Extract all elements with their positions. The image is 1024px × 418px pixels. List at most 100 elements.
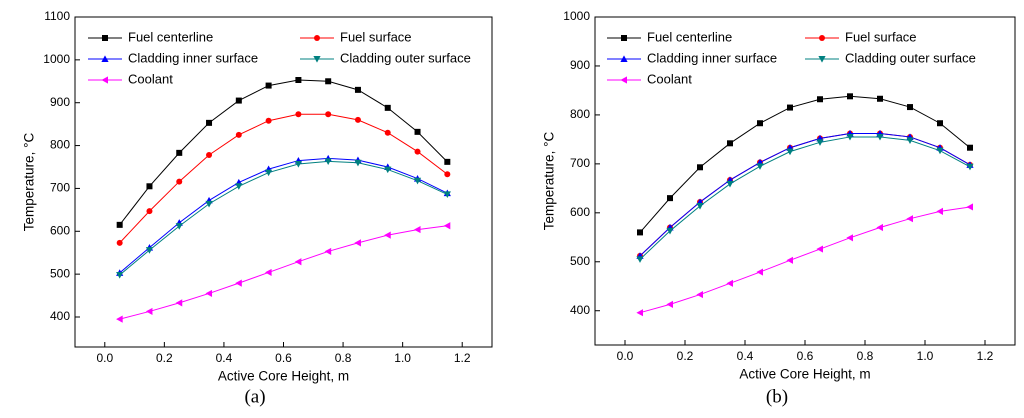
x-tick-label: 0.0 — [96, 351, 113, 365]
series-line — [639, 206, 971, 314]
data-point — [413, 177, 422, 185]
caption: (a) — [244, 386, 265, 407]
data-point — [906, 137, 914, 144]
data-point — [235, 97, 242, 104]
data-point — [443, 191, 451, 199]
series-line — [119, 225, 448, 320]
data-point — [145, 307, 153, 316]
data-point — [384, 104, 391, 111]
plot-frame — [594, 16, 1016, 346]
x-tick-label: 0.4 — [216, 351, 233, 365]
legend-label: Coolant — [647, 71, 692, 86]
data-point — [325, 78, 332, 85]
data-point — [176, 149, 183, 156]
series-line — [119, 113, 448, 244]
data-point — [145, 247, 154, 254]
legend-label: Coolant — [128, 71, 173, 86]
y-tick-label: 1000 — [43, 52, 70, 66]
data-point — [696, 202, 704, 210]
x-axis-label: Active Core Height, m — [739, 367, 870, 382]
y-tick-label: 1100 — [44, 9, 70, 23]
data-point — [265, 117, 272, 124]
y-tick-label: 500 — [50, 266, 70, 280]
data-point — [936, 207, 943, 215]
data-point — [414, 148, 421, 155]
y-tick-label: 400 — [50, 309, 70, 323]
legend-marker — [101, 55, 109, 62]
legend-marker — [102, 35, 108, 41]
data-point — [787, 104, 793, 111]
data-point — [937, 120, 943, 127]
data-point — [786, 148, 794, 156]
series-line — [119, 79, 448, 226]
data-point — [265, 82, 272, 89]
legend-label: Cladding outer surface — [340, 50, 471, 65]
data-point — [876, 223, 883, 232]
x-tick-label: 0.2 — [677, 349, 694, 363]
y-tick-label: 700 — [570, 156, 590, 170]
data-point — [816, 245, 823, 253]
legend-label: Cladding outer surface — [845, 50, 976, 65]
plot-frame — [74, 16, 493, 348]
x-tick-label: 1.0 — [394, 351, 411, 365]
data-point — [384, 231, 391, 239]
x-tick-label: 1.0 — [917, 349, 934, 363]
data-point — [235, 183, 243, 190]
data-point — [906, 215, 913, 223]
data-point — [384, 166, 392, 174]
data-point — [443, 222, 451, 230]
x-tick-label: 1.2 — [977, 349, 994, 363]
y-tick-label: 700 — [50, 181, 70, 195]
caption: (b) — [766, 386, 788, 407]
x-axis-label: Active Core Height, m — [218, 369, 349, 384]
data-point — [847, 93, 853, 100]
series-line — [119, 157, 448, 274]
y-tick-label: 600 — [50, 223, 70, 237]
data-point — [876, 133, 884, 141]
legend-marker — [620, 76, 627, 84]
legend-marker — [818, 56, 826, 63]
series-line — [119, 160, 448, 276]
data-point — [235, 131, 242, 138]
data-point — [354, 86, 361, 93]
data-point — [966, 163, 974, 171]
series-line — [639, 136, 971, 260]
data-point — [116, 272, 124, 279]
data-point — [907, 104, 913, 111]
data-point — [294, 258, 302, 266]
data-point — [697, 164, 703, 171]
data-point — [116, 221, 123, 228]
data-point — [444, 158, 451, 165]
data-point — [384, 129, 391, 136]
data-point — [726, 279, 733, 287]
data-point — [444, 171, 451, 178]
series-line — [639, 95, 971, 233]
data-point — [726, 180, 734, 188]
y-tick-label: 400 — [570, 303, 590, 317]
y-tick-label: 500 — [570, 254, 590, 268]
data-point — [666, 227, 674, 235]
x-tick-label: 0.6 — [797, 349, 814, 363]
data-point — [816, 139, 824, 146]
legend-marker — [101, 76, 108, 84]
data-point — [967, 144, 973, 151]
x-tick-label: 0.8 — [857, 349, 874, 363]
x-tick-label: 0.8 — [335, 351, 352, 365]
data-point — [727, 140, 733, 147]
x-tick-label: 0.2 — [156, 351, 173, 365]
legend-label: Cladding inner surface — [647, 50, 777, 65]
data-point — [175, 223, 183, 230]
legend-marker — [314, 35, 320, 41]
x-tick-label: 0.6 — [275, 351, 292, 365]
data-point — [757, 120, 763, 127]
data-point — [786, 256, 793, 264]
data-point — [206, 152, 213, 158]
data-point — [667, 195, 673, 202]
data-point — [116, 315, 123, 323]
data-point — [205, 289, 213, 298]
data-point — [116, 239, 123, 246]
legend-marker — [313, 56, 321, 63]
data-point — [354, 116, 361, 123]
legend-label: Fuel surface — [845, 29, 917, 44]
